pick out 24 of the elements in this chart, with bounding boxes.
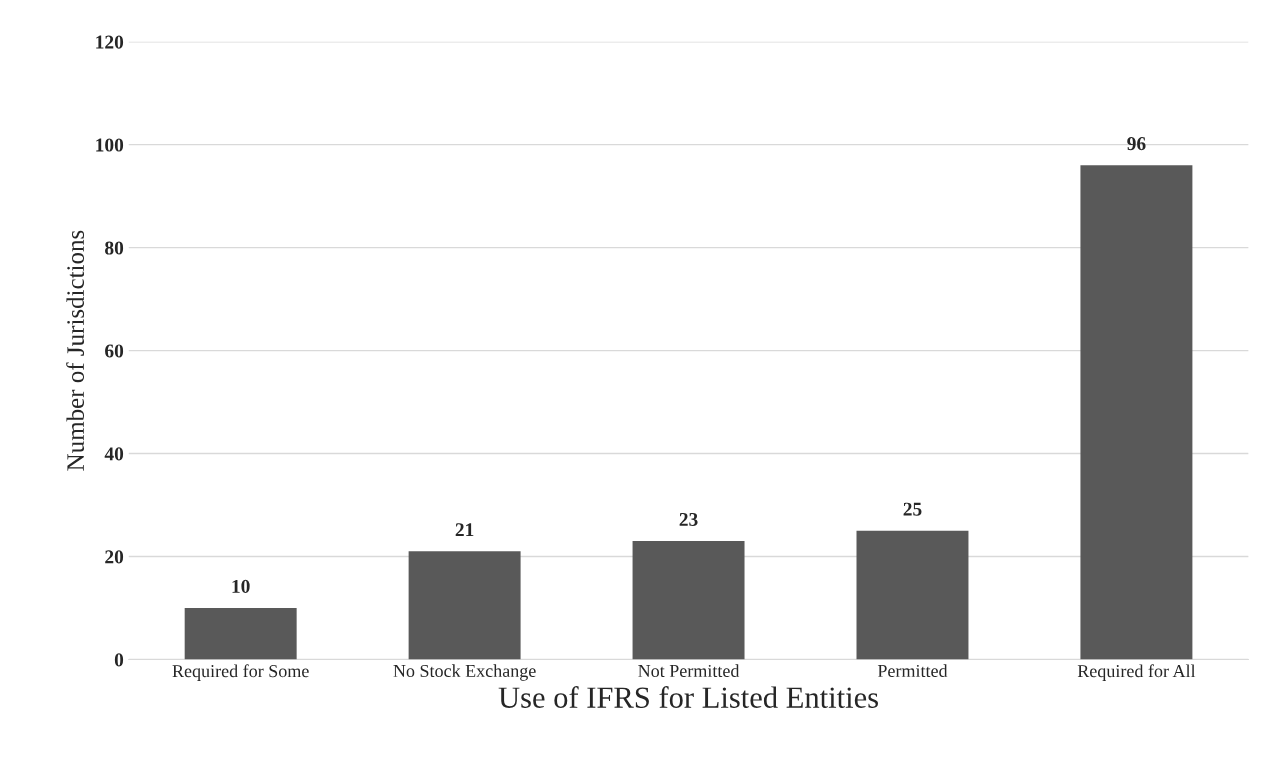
- data-label: 25: [903, 502, 922, 516]
- y-tick-label: 0: [114, 653, 124, 667]
- x-tick-label: No Stock Exchange: [393, 664, 536, 681]
- bar: [408, 551, 521, 660]
- bar: [184, 607, 297, 660]
- bar: [1080, 165, 1193, 660]
- data-label: 21: [455, 523, 474, 537]
- y-tick-label: 100: [96, 138, 124, 152]
- x-axis-title: Use of IFRS for Listed Entities: [498, 686, 878, 708]
- y-tick-label: 40: [104, 447, 124, 461]
- x-tick-label: Not Permitted: [638, 664, 740, 678]
- y-tick-label: 80: [105, 241, 124, 255]
- y-tick-label: 120: [96, 35, 124, 49]
- data-label: 23: [679, 512, 698, 526]
- y-axis-title: Number of Jurisdictions: [66, 230, 85, 471]
- y-tick-label: 60: [105, 344, 124, 358]
- data-label: 96: [1127, 137, 1146, 151]
- data-label: 10: [232, 579, 250, 593]
- x-tick-label: Required for All: [1077, 664, 1196, 681]
- bar: [632, 541, 745, 660]
- y-tick-label: 20: [105, 550, 124, 564]
- x-tick-label: Required for Some: [172, 664, 309, 681]
- bar: [856, 530, 969, 660]
- x-tick-label: Permitted: [877, 664, 948, 678]
